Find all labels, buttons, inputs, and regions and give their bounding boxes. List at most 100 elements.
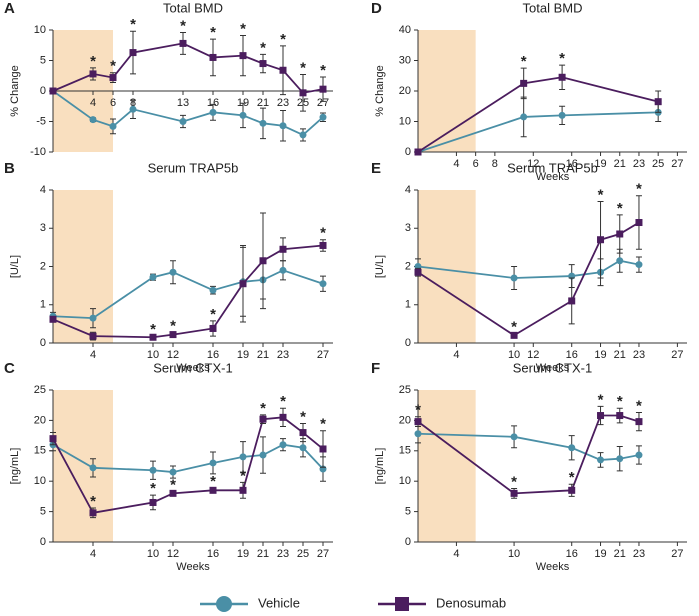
data-point [597, 236, 605, 244]
data-point [209, 286, 217, 294]
y-axis-label: [ng/mL] [374, 448, 386, 485]
data-point [109, 74, 117, 82]
data-point [169, 489, 177, 497]
data-point [109, 122, 117, 130]
y-tick-label: 0 [40, 85, 46, 97]
x-tick-label: 27 [317, 97, 329, 109]
data-point [635, 261, 643, 269]
x-tick-label: 21 [614, 349, 626, 361]
data-point [319, 113, 327, 121]
x-axis-label: Weeks [176, 362, 210, 374]
data-point [616, 412, 624, 420]
data-point [209, 486, 217, 494]
data-point [89, 464, 97, 472]
data-point [89, 70, 97, 78]
significance-star: * [598, 391, 604, 408]
significance-star: * [210, 306, 216, 323]
y-tick-label: 4 [40, 184, 46, 196]
significance-star: * [170, 318, 176, 335]
significance-star: * [240, 467, 246, 484]
data-point [414, 148, 422, 156]
significance-star: * [598, 186, 604, 203]
x-tick-label: 12 [167, 548, 179, 560]
data-point [299, 444, 307, 452]
significance-star: * [210, 24, 216, 41]
significance-star: * [559, 50, 565, 67]
x-tick-label: 19 [237, 548, 249, 560]
x-tick-label: 4 [90, 548, 96, 560]
data-point [568, 444, 576, 452]
data-point [89, 116, 97, 124]
significance-star: * [300, 59, 306, 76]
x-tick-label: 27 [671, 158, 683, 170]
data-point [279, 122, 287, 130]
data-point [299, 131, 307, 139]
significance-star: * [260, 400, 266, 417]
chart-title: Serum CTX-1 [513, 360, 592, 375]
data-point [597, 412, 605, 420]
data-point [279, 413, 287, 421]
data-point [520, 79, 528, 87]
data-point [558, 73, 566, 81]
y-tick-label: 5 [40, 54, 46, 66]
x-tick-label: 21 [257, 97, 269, 109]
data-point [239, 486, 247, 494]
y-tick-label: 20 [34, 414, 46, 426]
y-tick-label: 30 [399, 54, 411, 66]
y-tick-label: 0 [40, 536, 46, 548]
data-point [209, 324, 217, 332]
y-tick-label: 15 [34, 445, 46, 457]
y-tick-label: -5 [36, 115, 46, 127]
x-axis-label: Weeks [536, 561, 570, 573]
y-tick-label: 1 [405, 299, 411, 311]
panel-f: F Serum CTX-1 [ng/mL] 0 5 10 15 20 25 4 10 16 19 21 23… [371, 360, 687, 573]
y-tick-label: -10 [30, 146, 46, 158]
data-point [635, 418, 643, 426]
y-tick-label: 25 [34, 384, 46, 396]
data-point [510, 331, 518, 339]
x-tick-label: 12 [527, 349, 539, 361]
x-tick-label: 19 [594, 158, 606, 170]
significance-star: * [280, 31, 286, 48]
chart-title: Total BMD [163, 0, 223, 15]
x-tick-label: 19 [594, 548, 606, 560]
y-tick-label: 10 [399, 115, 411, 127]
x-tick-label: 8 [492, 158, 498, 170]
significance-star: * [110, 58, 116, 75]
x-tick-label: 10 [147, 349, 159, 361]
x-tick-label: 6 [473, 158, 479, 170]
y-tick-label: 0 [40, 337, 46, 349]
data-point [149, 498, 157, 506]
x-tick-label: 23 [277, 349, 289, 361]
x-tick-label: 21 [257, 548, 269, 560]
y-tick-label: 40 [399, 24, 411, 36]
data-point [654, 98, 662, 106]
data-point [510, 433, 518, 441]
shaded-period [418, 190, 476, 343]
x-tick-label: 16 [207, 548, 219, 560]
significance-star: * [180, 17, 186, 34]
x-tick-label: 10 [508, 349, 520, 361]
data-point [597, 456, 605, 464]
data-point [89, 509, 97, 517]
y-axis-label: % Change [9, 65, 21, 116]
data-point [149, 333, 157, 341]
y-tick-label: 20 [399, 85, 411, 97]
y-tick-label: 25 [399, 384, 411, 396]
shaded-period [418, 30, 476, 152]
panel-letter: E [371, 160, 381, 177]
x-tick-label: 21 [257, 349, 269, 361]
data-point [149, 273, 157, 281]
x-tick-label: 16 [566, 548, 578, 560]
x-tick-label: 16 [566, 158, 578, 170]
data-point [239, 111, 247, 119]
x-tick-label: 27 [671, 349, 683, 361]
data-point [635, 451, 643, 459]
significance-star: * [150, 321, 156, 338]
x-tick-label: 10 [508, 548, 520, 560]
data-point [635, 219, 643, 227]
x-tick-label: 16 [566, 349, 578, 361]
y-tick-label: 20 [399, 414, 411, 426]
